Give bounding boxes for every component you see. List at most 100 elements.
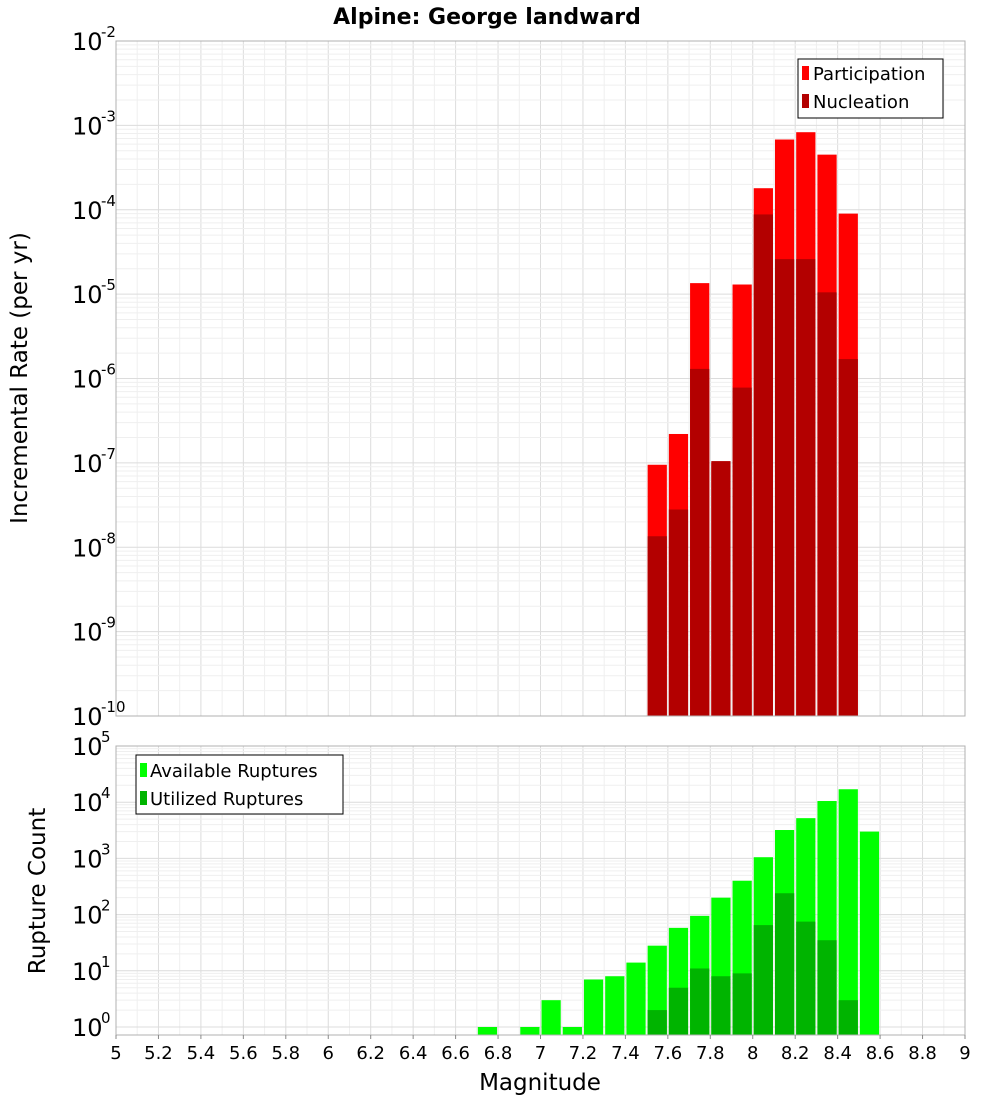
y-tick-label: 10-6 <box>72 361 116 394</box>
x-tick-label: 7.6 <box>654 1043 683 1064</box>
bottom-bars <box>477 789 880 1035</box>
count-bar-series-1 <box>668 987 689 1035</box>
y-tick-base: 10 <box>72 28 103 56</box>
legend-label-participation: Participation <box>813 64 925 85</box>
x-tick-label: 8.4 <box>823 1043 852 1064</box>
x-tick-label: 8.8 <box>908 1043 937 1064</box>
y-tick-exponent: -8 <box>101 529 116 547</box>
rate-bar-series-1 <box>774 259 795 716</box>
rate-bar-series-1 <box>817 292 837 716</box>
y-tick-exponent: -10 <box>101 698 126 716</box>
y-tick-label: 105 <box>72 728 111 761</box>
count-bar-series-1 <box>817 940 837 1035</box>
y-tick-label: 10-4 <box>72 192 116 225</box>
y-tick-exponent: -3 <box>101 107 116 125</box>
rate-bar-series-1 <box>732 387 752 716</box>
y-tick-label: 10-7 <box>72 445 116 478</box>
y-tick-base: 10 <box>72 534 103 562</box>
y-tick-exponent: -4 <box>101 192 116 210</box>
count-bar-series-0 <box>583 979 604 1035</box>
bottom-y-axis-label: Rupture Count <box>25 808 51 974</box>
y-tick-exponent: -7 <box>101 445 116 463</box>
x-tick-label: 5.2 <box>144 1043 173 1064</box>
rate-bar-series-1 <box>796 259 816 716</box>
x-tick-label: 6.4 <box>399 1043 428 1064</box>
top-grid <box>115 40 966 717</box>
top-legend-box <box>797 58 944 119</box>
y-tick-exponent: -2 <box>101 23 116 41</box>
y-tick-base: 10 <box>72 958 103 986</box>
count-bar-series-1 <box>732 973 752 1035</box>
y-tick-label: 10-2 <box>72 23 116 56</box>
y-tick-base: 10 <box>72 703 103 731</box>
y-tick-label: 101 <box>72 953 111 986</box>
x-tick-label: 6.6 <box>441 1043 470 1064</box>
x-tick-label: 5 <box>110 1043 121 1064</box>
count-bar-series-1 <box>774 893 795 1035</box>
legend-swatch-nucleation <box>802 94 809 108</box>
count-bar-series-0 <box>859 831 880 1035</box>
y-tick-exponent: -6 <box>101 361 116 379</box>
top-bars <box>647 132 858 717</box>
top-panel: 10-210-310-410-510-610-710-810-910-10 In… <box>7 23 966 731</box>
x-tick-label: 7 <box>535 1043 546 1064</box>
legend-label-available: Available Ruptures <box>150 761 318 782</box>
rate-bar-series-1 <box>838 359 858 716</box>
y-tick-base: 10 <box>72 789 103 817</box>
count-bar-series-0 <box>541 1000 561 1035</box>
count-bar-series-0 <box>605 976 625 1035</box>
rate-bar-series-1 <box>690 368 710 716</box>
x-tick-label: 8.2 <box>781 1043 810 1064</box>
x-tick-label: 8.6 <box>866 1043 895 1064</box>
y-tick-base: 10 <box>72 845 103 873</box>
count-bar-series-0 <box>626 962 646 1035</box>
count-bar-series-1 <box>796 921 816 1035</box>
legend-label-utilized: Utilized Ruptures <box>150 789 303 810</box>
y-tick-base: 10 <box>72 281 103 309</box>
y-tick-label: 103 <box>72 840 111 873</box>
y-tick-label: 10-3 <box>72 107 116 140</box>
rate-bar-series-1 <box>753 214 773 717</box>
y-tick-label: 102 <box>72 897 111 930</box>
count-bar-series-1 <box>647 1010 667 1035</box>
y-tick-base: 10 <box>72 619 103 647</box>
rate-bar-series-1 <box>647 536 667 716</box>
x-tick-label: 8 <box>747 1043 758 1064</box>
bottom-legend-box <box>135 754 344 815</box>
top-legend: Participation Nucleation <box>797 58 944 119</box>
x-tick-label: 7.8 <box>696 1043 725 1064</box>
legend-swatch-utilized <box>140 791 147 805</box>
y-tick-label: 10-9 <box>72 614 116 647</box>
rate-bar-series-1 <box>668 509 689 716</box>
top-y-ticks: 10-210-310-410-510-610-710-810-910-10 <box>72 23 126 731</box>
y-tick-label: 10-10 <box>72 698 126 731</box>
count-bar-series-1 <box>711 976 731 1035</box>
y-tick-exponent: 3 <box>101 840 111 858</box>
y-tick-base: 10 <box>72 902 103 930</box>
count-bar-series-0 <box>838 789 858 1035</box>
x-axis-label: Magnitude <box>479 1070 601 1096</box>
legend-label-nucleation: Nucleation <box>813 92 909 113</box>
top-plot-frame <box>115 40 966 717</box>
y-tick-base: 10 <box>72 112 103 140</box>
y-tick-base: 10 <box>72 733 103 761</box>
x-tick-label: 6.2 <box>356 1043 385 1064</box>
x-tick-label: 6.8 <box>484 1043 513 1064</box>
x-ticks: 5 5.2 5.4 5.6 5.8 6 6.2 6.4 6.6 6.8 7 7.2 7.4 7.6 7.8 8… <box>110 1035 971 1064</box>
x-tick-label: 7.4 <box>611 1043 640 1064</box>
x-tick-label: 6 <box>323 1043 334 1064</box>
x-tick-label: 9 <box>959 1043 970 1064</box>
x-tick-label: 5.6 <box>229 1043 258 1064</box>
y-tick-exponent: -5 <box>101 276 116 294</box>
chart-title: Alpine: George landward <box>333 5 641 30</box>
count-bar-series-0 <box>562 1027 582 1035</box>
count-bar-series-1 <box>753 925 773 1035</box>
bottom-legend: Available Ruptures Utilized Ruptures <box>135 754 344 815</box>
legend-swatch-participation <box>802 66 809 80</box>
y-tick-exponent: 1 <box>101 953 111 971</box>
y-tick-exponent: 2 <box>101 897 111 915</box>
count-bar-series-1 <box>838 1000 858 1035</box>
y-tick-exponent: 4 <box>101 784 111 802</box>
